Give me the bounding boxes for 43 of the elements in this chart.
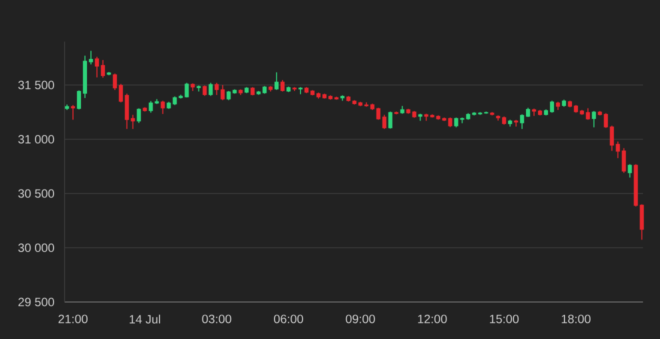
x-tick-label: 15:00 — [490, 314, 519, 324]
candlestick — [94, 56, 99, 78]
y-tick-label: 29 500 — [18, 298, 54, 306]
candlestick — [526, 107, 530, 118]
candlestick — [136, 108, 141, 124]
candlestick — [214, 82, 219, 96]
x-tick-label: 12:00 — [418, 314, 447, 324]
candlestick — [274, 72, 279, 90]
candlestick — [130, 114, 135, 130]
candlestick — [520, 114, 524, 130]
candlestick — [382, 114, 386, 130]
y-tick-label: 31 500 — [18, 80, 54, 90]
candlestick — [208, 82, 213, 96]
candlestick — [220, 84, 225, 101]
candlestick — [88, 50, 93, 65]
y-tick-label: 30 000 — [18, 243, 54, 252]
candlestick — [454, 117, 458, 128]
candlestick — [280, 80, 285, 92]
candlestick — [616, 141, 620, 159]
candlestick — [628, 164, 632, 178]
candlestick — [604, 112, 608, 128]
x-tick-label: 14 Jul — [130, 314, 160, 324]
x-tick-label: 03:00 — [202, 314, 232, 324]
candlestick — [70, 104, 76, 120]
candlestick — [550, 100, 554, 114]
y-tick-label: 31 000 — [18, 134, 54, 144]
candlestick — [100, 60, 105, 78]
candlestick — [148, 100, 153, 114]
candlestick — [610, 125, 614, 152]
candlestick — [226, 90, 231, 101]
candlestick — [622, 148, 626, 174]
candlestick — [388, 111, 392, 130]
y-tick-label: 30 500 — [18, 189, 54, 198]
candlestick — [592, 110, 596, 128]
x-tick-label: 06:00 — [274, 314, 304, 324]
candlestick — [160, 100, 165, 114]
candlestick — [118, 83, 123, 103]
candlestick — [202, 85, 207, 96]
x-tick-label: 18:00 — [562, 314, 590, 324]
candlestick — [112, 73, 117, 90]
x-tick-label: 21:00 — [58, 314, 88, 324]
x-tick-label: 09:00 — [346, 314, 375, 324]
candlestick — [76, 90, 82, 110]
